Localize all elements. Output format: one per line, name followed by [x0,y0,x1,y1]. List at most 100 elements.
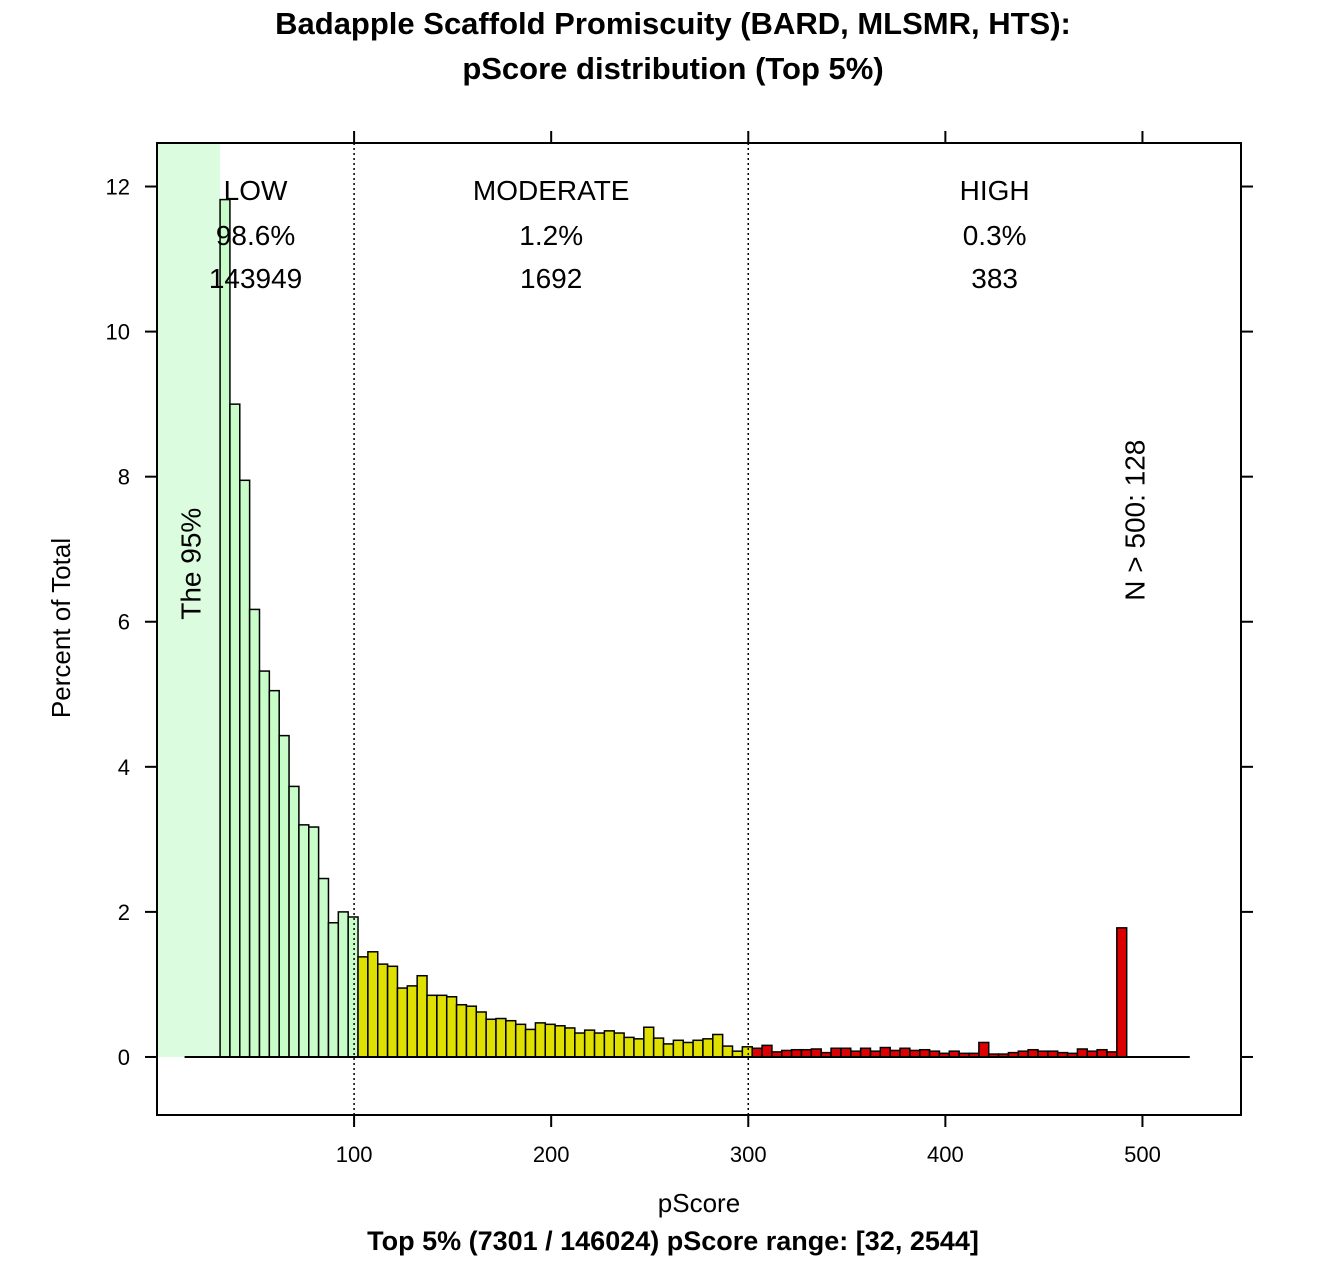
y-tick-label: 8 [118,465,130,490]
histogram-bar [859,1047,872,1058]
histogram-bar [495,1017,507,1058]
histogram-bar [643,1026,655,1058]
histogram-bar [436,994,448,1058]
histogram-bar [751,1047,763,1058]
region-high-name: HIGH [960,175,1030,206]
region-low-percent: 98.6% [216,220,295,251]
histogram-bar [800,1048,813,1058]
histogram-bar [258,670,271,1058]
histogram-bar [662,1043,675,1058]
y-tick-label: 4 [118,755,130,780]
histogram-bar [613,1032,625,1058]
histogram-bar [426,994,438,1058]
histogram-bar [396,987,409,1058]
histogram-bar [899,1047,911,1058]
chart-subtitle: Top 5% (7301 / 146024) pScore range: [32… [367,1226,979,1256]
histogram-bar [840,1047,852,1058]
x-tick-label: 200 [533,1142,570,1167]
y-tick-label: 10 [106,320,130,345]
histogram-bar [239,479,251,1058]
histogram-bar [574,1032,586,1058]
region-moderate-percent: 1.2% [519,220,583,251]
histogram-bar [1027,1048,1039,1058]
histogram-bar [1096,1048,1108,1058]
region-high-count: 383 [971,263,1018,294]
histogram-bar [652,1037,665,1058]
histogram-bar [219,198,231,1058]
histogram-bar [455,1003,468,1058]
histogram-bar [721,1045,734,1058]
histogram-bar [505,1019,517,1058]
y-tick-label: 6 [118,610,130,635]
region-moderate-count: 1692 [520,263,582,294]
histogram-bar [268,689,280,1058]
histogram-bar [810,1048,822,1058]
histogram-bar [278,734,290,1058]
y-axis-label: Percent of Total [46,538,76,718]
x-tick-label: 100 [336,1142,373,1167]
overflow-note: N > 500: 128 [1119,440,1150,601]
x-tick-label: 300 [730,1142,767,1167]
histogram-bar [603,1030,616,1058]
band-shade [157,143,221,1057]
histogram-bar [544,1023,556,1058]
plot-frame [156,142,1242,1116]
histogram-bar [386,965,399,1058]
histogram-bar [623,1036,635,1058]
histogram-bar [712,1033,724,1058]
histogram-bar [682,1041,694,1058]
histogram-bar [879,1046,891,1058]
histogram-bar [465,1005,478,1058]
histogram-bar [337,911,349,1058]
histogram-bar [327,922,340,1058]
histogram-bar [229,403,241,1058]
histogram-bar [554,1025,566,1058]
histogram-bar [514,1023,527,1058]
band-label: The 95% [176,508,207,620]
histogram-bar [357,956,369,1058]
histogram-bar [790,1048,803,1058]
histogram-bar [288,785,300,1058]
chart-title-line1: Badapple Scaffold Promiscuity (BARD, MLS… [275,6,1071,41]
x-axis-label: pScore [658,1188,740,1218]
histogram-bar [534,1022,547,1058]
histogram-bar [830,1047,842,1058]
histogram-bar [524,1028,537,1058]
histogram-bar [692,1039,704,1058]
histogram-bar [741,1046,753,1058]
histogram-bar [376,963,389,1058]
histogram-bar [367,951,379,1058]
x-tick-label: 500 [1124,1142,1161,1167]
region-low-name: LOW [224,175,288,206]
histogram-bar [416,974,428,1058]
histogram-bar [317,877,330,1058]
histogram-bar [475,1011,487,1058]
y-tick-label: 2 [118,900,130,925]
region-moderate-name: MODERATE [473,175,630,206]
histogram-bar [1076,1048,1089,1058]
x-tick-label: 400 [927,1142,964,1167]
histogram-bar [1116,927,1128,1058]
histogram-bar [672,1039,684,1058]
histogram-bar [583,1029,596,1058]
histogram-bar [564,1027,576,1058]
histogram-bar [248,608,261,1058]
y-tick-label: 0 [118,1045,130,1070]
y-tick-label: 12 [106,175,130,200]
histogram-bar [298,824,310,1058]
region-high-percent: 0.3% [963,220,1027,251]
histogram-bar [978,1041,990,1058]
region-low-count: 143949 [209,263,302,294]
histogram-bar [308,826,320,1058]
histogram-bar [702,1038,714,1058]
histogram-bar [406,985,418,1058]
histogram-bar [445,996,458,1058]
histogram-bar [761,1044,773,1058]
histogram-bar [485,1018,497,1058]
histogram-bar [347,916,359,1058]
histogram-bar [918,1048,931,1058]
histogram-bar [633,1038,645,1058]
histogram-bar [593,1032,606,1058]
chart-title-line2: pScore distribution (Top 5%) [462,51,883,86]
